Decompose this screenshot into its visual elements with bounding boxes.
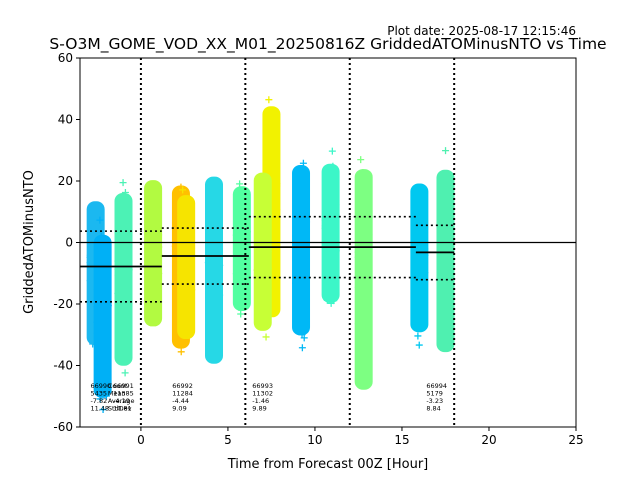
cluster-12 [354, 156, 373, 390]
annotation-line: 9.09 [172, 405, 186, 413]
cluster-core [354, 169, 373, 390]
y-tick-label: -40 [53, 359, 73, 373]
annotation-line: -3.23 [426, 397, 443, 405]
stats-annotation: 66993 11302 -1.46 9.89 [252, 382, 273, 413]
scatter-point [121, 369, 129, 377]
cluster-7 [232, 180, 251, 318]
x-tick-label: 15 [394, 433, 409, 447]
x-tick-label: 5 [224, 433, 232, 447]
scatter-point [99, 406, 107, 414]
y-axis-label: GriddedATOMinusNTO [22, 170, 37, 314]
annotation-line: -4.19 [113, 397, 130, 405]
cluster-2 [114, 179, 133, 377]
scatter-point [414, 332, 422, 340]
x-tick-label: 10 [307, 433, 322, 447]
scatter-point [237, 310, 245, 318]
x-tick-label: 0 [137, 433, 145, 447]
cluster-core [93, 234, 112, 398]
annotation-line: 10.81 [113, 405, 132, 413]
annotation-line: 11302 [252, 390, 273, 398]
annotation-line: 66990 [90, 382, 111, 390]
annotation-line: 11385 [113, 390, 134, 398]
x-tick-label: 25 [568, 433, 583, 447]
stats-annotation: Count Mean Average StdDev [108, 382, 135, 413]
scatter-point [262, 333, 270, 341]
cluster-core [410, 183, 429, 333]
y-tick-label: 0 [65, 236, 73, 250]
cluster-core [292, 165, 311, 336]
scatter-point [265, 96, 273, 104]
stats-annotation: 66994 5179 -3.23 8.84 [426, 382, 447, 413]
stats-annotation: 66991 11385 -4.19 10.81 [113, 382, 134, 413]
chart-title: S-O3M_GOME_VOD_XX_M01_20250816Z GriddedA… [49, 35, 606, 54]
cluster-core [205, 176, 224, 364]
scatter-point [119, 179, 127, 187]
cluster-14 [436, 147, 455, 353]
scatter-point [328, 147, 336, 155]
cluster-core [321, 163, 340, 303]
stats-annotation: 66992 11284 -4.44 9.09 [172, 382, 193, 413]
annotation-line: 5435 [90, 390, 107, 398]
scatter-point [357, 156, 365, 164]
annotation-line: -4.44 [172, 397, 189, 405]
plot-date: Plot date: 2025-08-17 12:15:46 [387, 24, 576, 38]
scatter-point [415, 341, 423, 349]
cluster-3 [143, 180, 163, 327]
cluster-5 [177, 186, 196, 340]
annotation-line: 66991 [113, 382, 134, 390]
annotation-line: 66993 [252, 382, 273, 390]
cluster-core [232, 186, 251, 312]
x-axis-ticks: 0 5 10 15 20 25 [137, 427, 584, 447]
x-axis-label: Time from Forecast 00Z [Hour] [227, 457, 429, 472]
annotation-line: 11284 [172, 390, 193, 398]
y-tick-label: -20 [53, 297, 73, 311]
y-tick-label: 20 [58, 174, 73, 188]
annotation-line: 66992 [172, 382, 193, 390]
scatter-point [442, 147, 450, 155]
cluster-6 [204, 176, 224, 364]
cluster-9 [253, 172, 272, 341]
y-axis-ticks: 60 40 20 0 -20 -40 -60 [53, 51, 80, 434]
stats-annotation: 66990 5435 -7.82 11.48 [90, 382, 111, 413]
scatter-point [96, 216, 104, 224]
forecast-vertical-lines [139, 58, 456, 427]
x-tick-label: 20 [481, 433, 496, 447]
cluster-core [253, 172, 272, 331]
cluster-13 [410, 183, 429, 349]
annotation-line: 66994 [426, 382, 447, 390]
cluster-1 [93, 216, 112, 414]
scatter-point [236, 180, 244, 188]
annotation-line: Count [108, 382, 128, 390]
y-tick-label: -60 [53, 420, 73, 434]
scatter-point [177, 348, 185, 356]
cluster-11 [321, 147, 340, 307]
annotation-line: Average [108, 397, 135, 405]
y-tick-label: 40 [58, 113, 73, 127]
scatter-point [298, 344, 306, 352]
annotation-line: -1.46 [252, 397, 269, 405]
cluster-core [436, 169, 455, 353]
y-tick-label: 60 [58, 51, 73, 65]
cluster-core [144, 180, 163, 327]
annotation-line: StdDev [108, 405, 132, 413]
annotation-line: 5179 [426, 390, 443, 398]
annotation-line: Mean [108, 390, 126, 398]
annotation-line: -7.82 [90, 397, 107, 405]
scatter-point [179, 186, 187, 194]
mean-std-segments [80, 215, 455, 303]
annotation-line: 9.89 [252, 405, 266, 413]
annotation-line: 8.84 [426, 405, 440, 413]
cluster-10 [292, 159, 311, 352]
cluster-core [114, 193, 133, 366]
cluster-core [177, 195, 196, 340]
annotation-line: 11.48 [90, 405, 109, 413]
